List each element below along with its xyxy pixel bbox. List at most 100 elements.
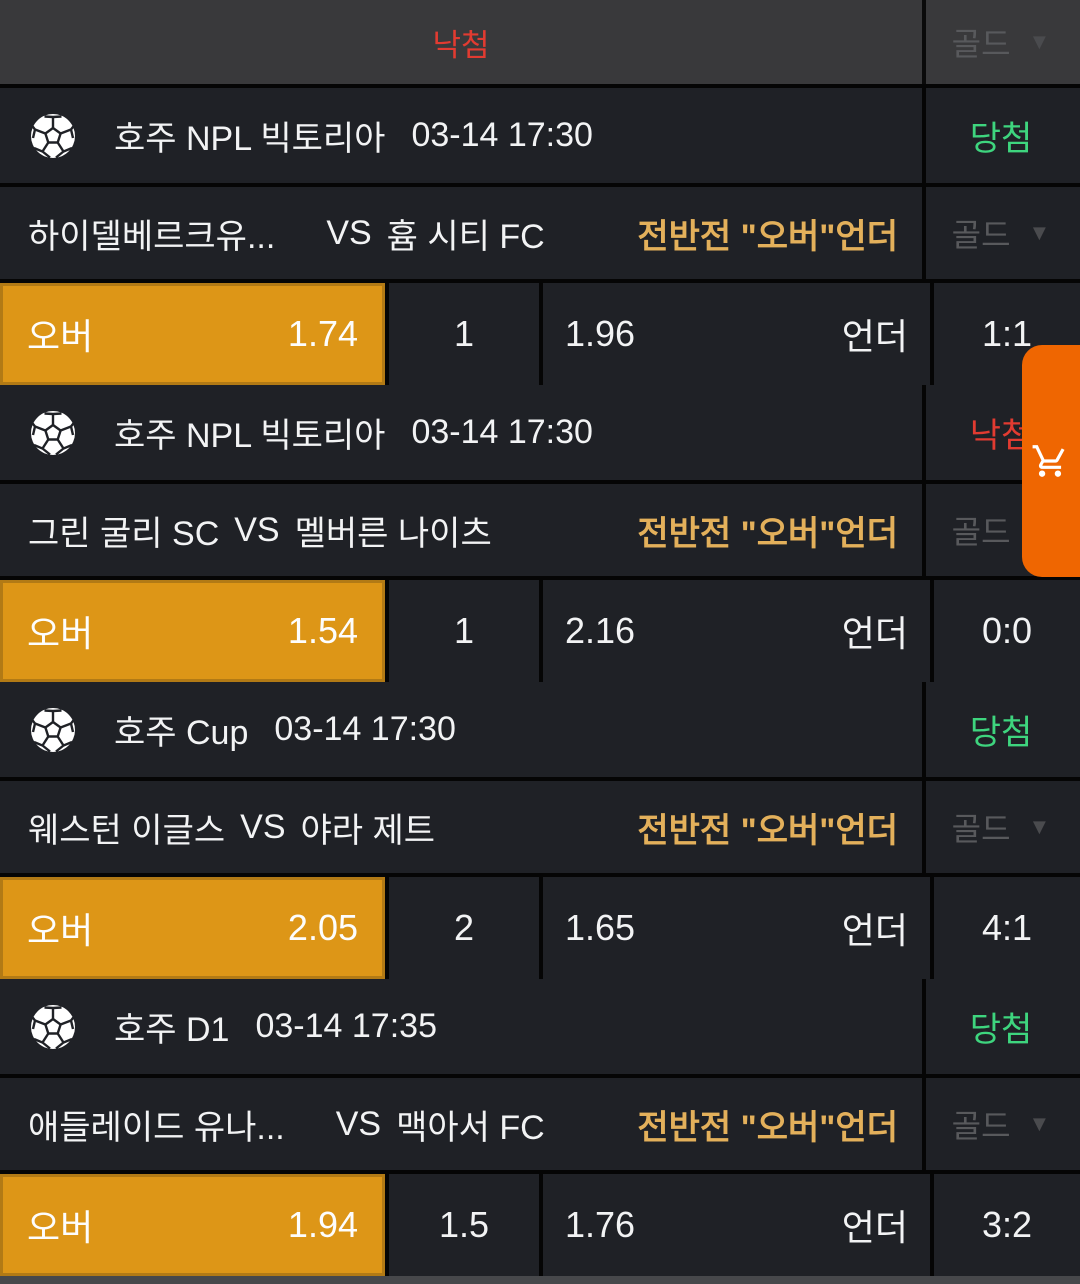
under-bet-cell[interactable]: 2.16 언더 [543,580,930,682]
match-block: 호주 Cup 03-14 17:30 당첨 웨스턴 이글스 VS 야라 제트 전… [0,682,1080,979]
line-cell: 1.5 [389,1174,539,1276]
odds-row: 오버 1.74 1 1.96 언더 1:1 [0,279,1080,385]
away-team: 맥아서 FC [396,1108,545,1147]
over-bet-cell[interactable]: 오버 1.54 [0,580,385,682]
league-name: 호주 NPL 빅토리아 [114,417,386,455]
vs-label: VS [240,807,286,846]
vs-label: VS [326,213,372,252]
under-odds: 1.65 [565,907,636,948]
market-name: 전반전 "오버"언더 [637,514,898,553]
result-badge: 당첨 [969,714,1033,752]
league-row: 호주 NPL 빅토리아 03-14 17:30 낙첨 [0,385,1080,480]
matchup: 하이델베르크유... VS 흄 시티 FC [28,209,545,258]
vs-label: VS [335,1104,382,1143]
over-odds: 1.74 [287,313,358,354]
line-cell: 2 [389,877,539,979]
teams-row: 그린 굴리 SC VS 멜버른 나이츠 전반전 "오버"언더 골드 ▼ [0,480,1080,576]
scrollbar[interactable] [0,1276,1080,1284]
chevron-down-icon: ▼ [1028,29,1051,54]
under-odds: 1.76 [565,1204,636,1245]
score-cell: 3:2 [934,1174,1080,1276]
under-label: 언더 [841,613,908,654]
result-badge: 당첨 [969,1011,1033,1049]
score-value: 4:1 [981,907,1033,948]
league-row: 호주 NPL 빅토리아 03-14 17:30 당첨 [0,88,1080,183]
away-team: 야라 제트 [300,811,436,850]
result-badge: 당첨 [969,120,1033,158]
gold-filter-label: 골드 [951,1108,1011,1144]
over-label: 오버 [27,316,94,357]
under-bet-cell[interactable]: 1.65 언더 [543,877,930,979]
league-info: 호주 Cup 03-14 17:30 [0,682,926,777]
line-cell: 1 [389,283,539,385]
under-label: 언더 [841,1207,908,1248]
home-team: 그린 굴리 SC [28,514,220,553]
matchup: 그린 굴리 SC VS 멜버른 나이츠 [28,506,492,555]
cart-button[interactable] [1022,345,1080,577]
market-name: 전반전 "오버"언더 [637,1108,898,1147]
home-team: 웨스턴 이글스 [28,811,226,850]
match-datetime: 03-14 17:30 [411,116,593,154]
under-odds: 1.96 [565,313,636,354]
home-team: 하이델베르크유... [28,217,276,256]
gold-filter-dropdown[interactable]: 골드 ▼ [926,1078,1076,1170]
score-cell: 4:1 [934,877,1080,979]
league-row: 호주 Cup 03-14 17:30 당첨 [0,682,1080,777]
vs-label: VS [234,510,280,549]
over-bet-cell[interactable]: 오버 1.74 [0,283,385,385]
match-datetime: 03-14 17:35 [255,1007,437,1045]
league-name: 호주 D1 [114,1011,230,1049]
over-odds: 2.05 [287,907,358,948]
chevron-down-icon: ▼ [1028,814,1051,839]
match-datetime: 03-14 17:30 [411,413,593,451]
teams-row: 애들레이드 유나... VS 맥아서 FC 전반전 "오버"언더 골드 ▼ [0,1074,1080,1170]
away-team: 멜버른 나이츠 [294,514,492,553]
over-odds: 1.94 [287,1204,358,1245]
gold-filter-dropdown[interactable]: 골드 ▼ [926,781,1076,873]
gold-filter-dropdown[interactable]: 골드 ▼ [926,187,1076,279]
away-team: 흄 시티 FC [386,217,545,256]
teams-row: 웨스턴 이글스 VS 야라 제트 전반전 "오버"언더 골드 ▼ [0,777,1080,873]
score-value: 1:1 [981,313,1033,354]
under-bet-cell[interactable]: 1.96 언더 [543,283,930,385]
over-bet-cell[interactable]: 오버 1.94 [0,1174,385,1276]
home-team: 애들레이드 유나... [28,1108,285,1147]
league-name: 호주 NPL 빅토리아 [114,120,386,158]
chevron-down-icon: ▼ [1028,220,1051,245]
gold-filter-label: 골드 [951,26,1011,62]
odds-row: 오버 1.94 1.5 1.76 언더 3:2 [0,1170,1080,1276]
cart-icon [1032,445,1065,477]
result-badge: 낙첨 [969,417,1033,455]
match-datetime: 03-14 17:30 [274,710,456,748]
line-value: 2 [453,907,475,948]
line-value: 1 [453,610,475,651]
score-cell: 0:0 [934,580,1080,682]
line-value: 1.5 [438,1204,490,1245]
teams-row: 하이델베르크유... VS 흄 시티 FC 전반전 "오버"언더 골드 ▼ [0,183,1080,279]
over-bet-cell[interactable]: 오버 2.05 [0,877,385,979]
matchup: 애들레이드 유나... VS 맥아서 FC [28,1100,545,1149]
gold-filter-label: 골드 [951,217,1011,253]
soccer-ball-icon [30,410,76,455]
league-info: 호주 NPL 빅토리아 03-14 17:30 [0,88,926,183]
match-block: 호주 D1 03-14 17:35 당첨 애들레이드 유나... VS 맥아서 … [0,979,1080,1276]
score-cell: 1:1 [934,283,1080,385]
soccer-ball-icon [30,707,76,752]
over-odds: 1.54 [287,610,358,651]
header-status-area: 낙첨 [0,0,926,84]
league-info: 호주 NPL 빅토리아 03-14 17:30 [0,385,926,480]
gold-filter-label: 골드 [951,811,1011,847]
gold-filter-dropdown[interactable]: 골드 ▼ [926,0,1076,84]
matchup: 웨스턴 이글스 VS 야라 제트 [28,803,435,852]
under-bet-cell[interactable]: 1.76 언더 [543,1174,930,1276]
score-value: 0:0 [981,610,1033,651]
soccer-ball-icon [30,1004,76,1049]
over-label: 오버 [27,910,94,951]
score-value: 3:2 [981,1204,1033,1245]
league-info: 호주 D1 03-14 17:35 [0,979,926,1074]
over-label: 오버 [27,613,94,654]
market-name: 전반전 "오버"언더 [637,217,898,256]
bet-status-title: 낙첨 [432,27,490,63]
league-row: 호주 D1 03-14 17:35 당첨 [0,979,1080,1074]
over-label: 오버 [27,1207,94,1248]
